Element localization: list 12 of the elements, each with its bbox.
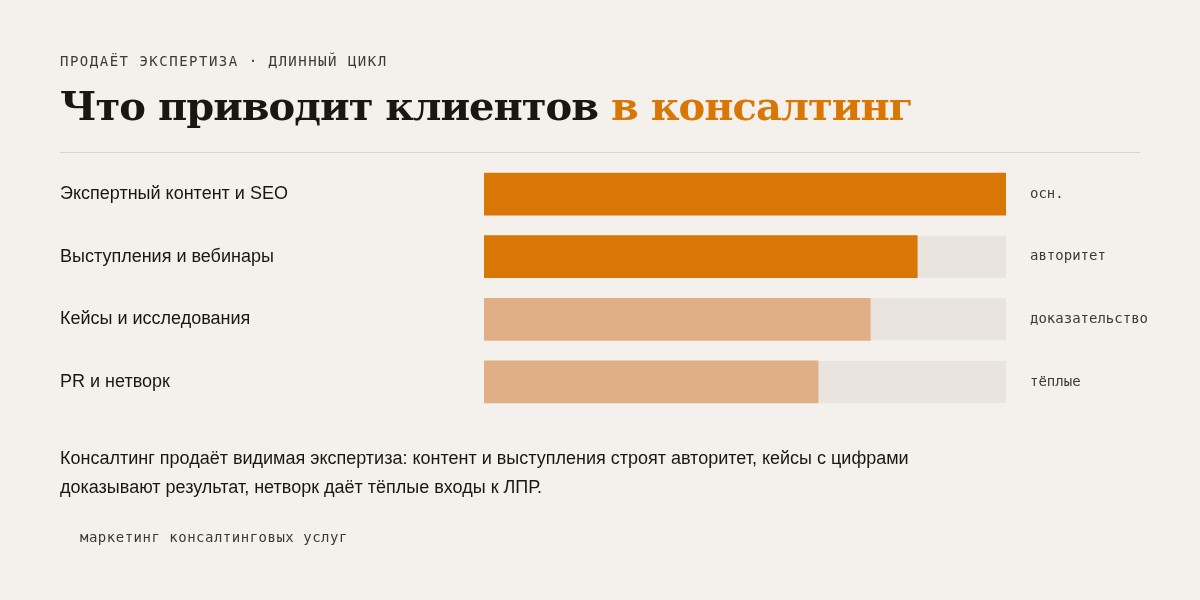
text: ПРОДАЁТ ЭКСПЕРТИЗА · ДЛИННЫЙ ЦИКЛ [60, 53, 388, 69]
y-tick-label: Выступления и вебинары [60, 245, 274, 266]
y-tick-label: PR и нетворк [60, 370, 171, 391]
text: доказательство [1030, 309, 1149, 326]
text: осн. [1030, 184, 1064, 201]
text: авторитет [1030, 247, 1106, 264]
y-tick-label: Экспертный контент и SEO [60, 183, 288, 204]
text: тёплые [1030, 372, 1081, 389]
text: маркетинг консалтинговых услуг [80, 529, 348, 545]
chart-title: Что приводит клиентов в консалтинг [60, 82, 913, 129]
y-tick-label: Кейсы и исследования [60, 308, 251, 329]
text: Консалтинг продаёт видимая экспертиза: контент и выступления строят авторитет, кейсы с цифрами доказывают результат, нетворк даёт тёплые входы к ЛПР. [60, 447, 910, 499]
